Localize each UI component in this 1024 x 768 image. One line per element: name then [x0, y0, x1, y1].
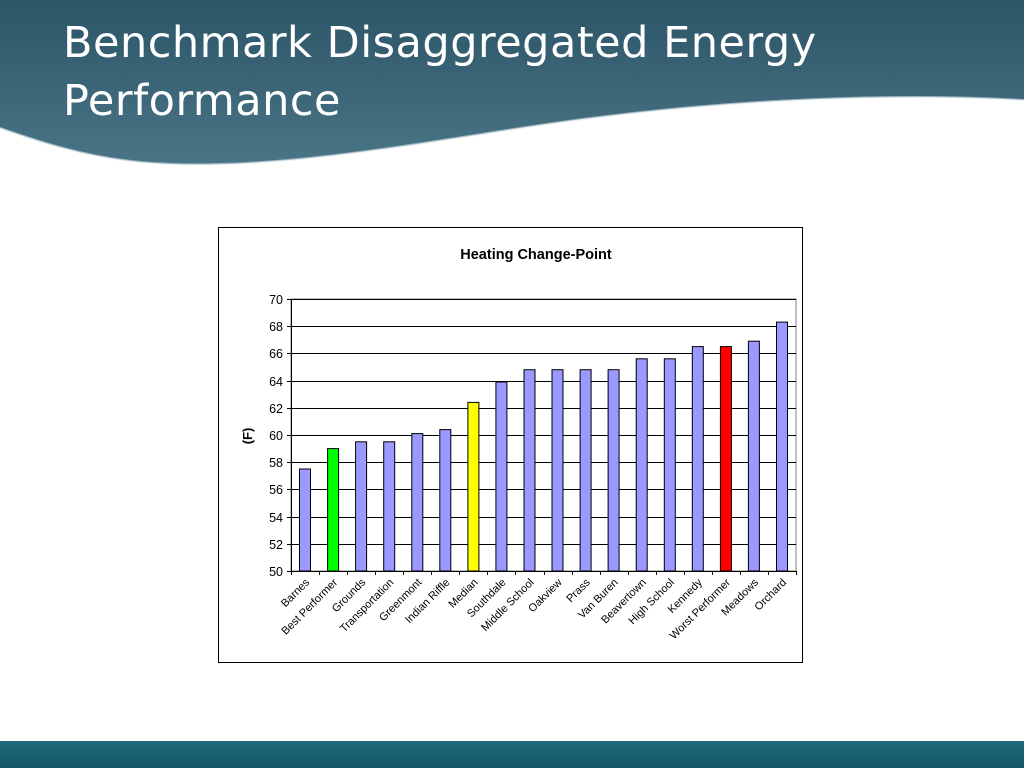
- chart-title: Heating Change-Point: [460, 247, 612, 263]
- bar: [719, 346, 732, 572]
- y-tick-label: 62: [269, 402, 283, 416]
- y-tick-label: 52: [269, 538, 283, 552]
- header-wave-banner: [0, 0, 1024, 166]
- y-tick-label: 54: [269, 511, 283, 525]
- bar: [691, 346, 704, 572]
- y-tick-label: 60: [269, 429, 283, 443]
- bar: [383, 441, 396, 572]
- bar: [467, 401, 480, 572]
- y-tick-label: 64: [269, 375, 283, 389]
- bar: [495, 381, 508, 572]
- bar: [327, 448, 340, 572]
- bar: [355, 441, 368, 572]
- y-tick-label: 50: [269, 565, 283, 579]
- bar: [635, 358, 648, 572]
- bar: [607, 369, 620, 572]
- heating-change-point-chart: Heating Change-Point (F) 50 52 54 56 58 60 62 6…: [240, 247, 797, 642]
- y-tick-label: 66: [269, 347, 283, 361]
- footer-bar: [0, 741, 1024, 768]
- y-tick-label: 58: [269, 456, 283, 470]
- slide-title: Benchmark Disaggregated Energy Performan…: [63, 18, 817, 126]
- y-axis-label: (F): [240, 428, 255, 445]
- bar: [663, 358, 676, 572]
- chart-frame: Heating Change-Point (F) 50 52 54 56 58 60 62 6…: [218, 227, 803, 663]
- y-tick-label: 68: [269, 320, 283, 334]
- bar: [411, 433, 424, 572]
- y-tick-label: 56: [269, 483, 283, 497]
- y-tick-label: 70: [269, 293, 283, 307]
- bar: [747, 340, 760, 572]
- bar: [439, 429, 452, 572]
- bar: [551, 369, 564, 572]
- bar: [579, 369, 592, 572]
- bar: [523, 369, 536, 572]
- bar: [776, 321, 788, 572]
- bar: [299, 468, 311, 572]
